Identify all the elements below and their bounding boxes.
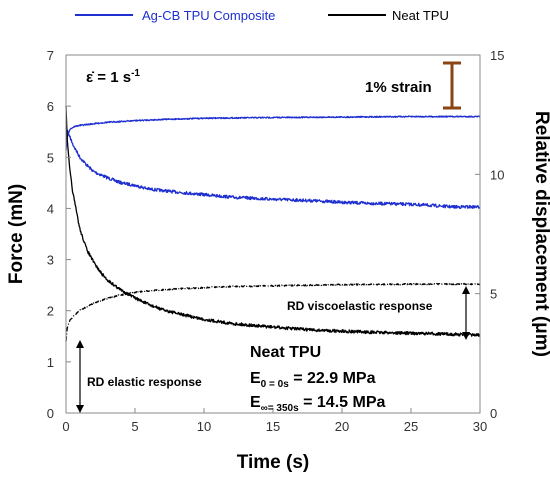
y2-axis-title: Relative displacement (μm) [531, 111, 550, 357]
elastic-response-label: RD elastic response [87, 375, 202, 389]
y2-tick-label-2: 10 [490, 167, 504, 182]
y-tick-label-4: 4 [47, 201, 54, 216]
x-tick-label-4: 20 [335, 419, 349, 434]
x-tick-label-2: 10 [197, 419, 211, 434]
x-tick-label-1: 5 [131, 419, 138, 434]
elastic-arrow-head-top [76, 340, 84, 348]
x-tick-label-6: 30 [473, 419, 487, 434]
modulus-initial-subscript: 0 = 0s [261, 379, 290, 390]
modulus-initial-value: = 22.9 MPa [289, 370, 376, 387]
series-layer [65, 106, 481, 342]
x-tick-label-0: 0 [62, 419, 69, 434]
series-line-1 [65, 115, 481, 151]
series-line-2 [65, 106, 481, 337]
modulus-initial-symbol: E [250, 370, 261, 387]
modulus-equilibrium-label: E∞= 350s = 14.5 MPa [250, 394, 385, 414]
modulus-initial-label: E0 = 0s = 22.9 MPa [250, 370, 376, 390]
viscoelastic-arrow-head-bottom [462, 332, 470, 340]
x-tick-label-3: 15 [266, 419, 280, 434]
elastic-arrow-head-bottom [76, 405, 84, 413]
material-label: Neat TPU [250, 344, 321, 361]
modulus-equilibrium-value: = 14.5 MPa [299, 394, 386, 411]
y-tick-label-7: 7 [47, 48, 54, 63]
y2-tick-label-3: 15 [490, 48, 504, 63]
viscoelastic-response-label: RD viscoelastic response [287, 299, 433, 313]
legend-label-0: Ag-CB TPU Composite [142, 8, 275, 23]
y-tick-label-5: 5 [47, 150, 54, 165]
legend-label-1: Neat TPU [392, 8, 449, 23]
y-tick-label-3: 3 [47, 253, 54, 268]
y-tick-label-0: 0 [47, 406, 54, 421]
y2-tick-label-0: 0 [490, 406, 497, 421]
strain-rate-main: ε̇ = 1 s [86, 69, 131, 86]
x-tick-label-5: 25 [404, 419, 418, 434]
strain-rate-superscript: -1 [131, 68, 140, 79]
y-tick-label-6: 6 [47, 99, 54, 114]
y-axis-title: Force (mN) [6, 184, 27, 284]
y2-tick-label-1: 5 [490, 287, 497, 302]
x-axis-title: Time (s) [237, 452, 310, 473]
legend: Ag-CB TPU Composite Neat TPU [75, 8, 449, 23]
series-line-3 [65, 282, 481, 342]
modulus-equilibrium-subscript: ∞= 350s [261, 403, 299, 414]
modulus-equilibrium-symbol: E [250, 394, 261, 411]
annotation-layer [76, 61, 470, 413]
axes-layer [65, 54, 481, 414]
y-tick-label-2: 2 [47, 304, 54, 319]
viscoelastic-arrow-head-top [462, 286, 470, 294]
series-line-0 [65, 126, 481, 209]
strain-rate-label: ε̇ = 1 s-1 [86, 68, 140, 86]
y-tick-label-1: 1 [47, 355, 54, 370]
strain-bar-label: 1% strain [365, 79, 432, 96]
